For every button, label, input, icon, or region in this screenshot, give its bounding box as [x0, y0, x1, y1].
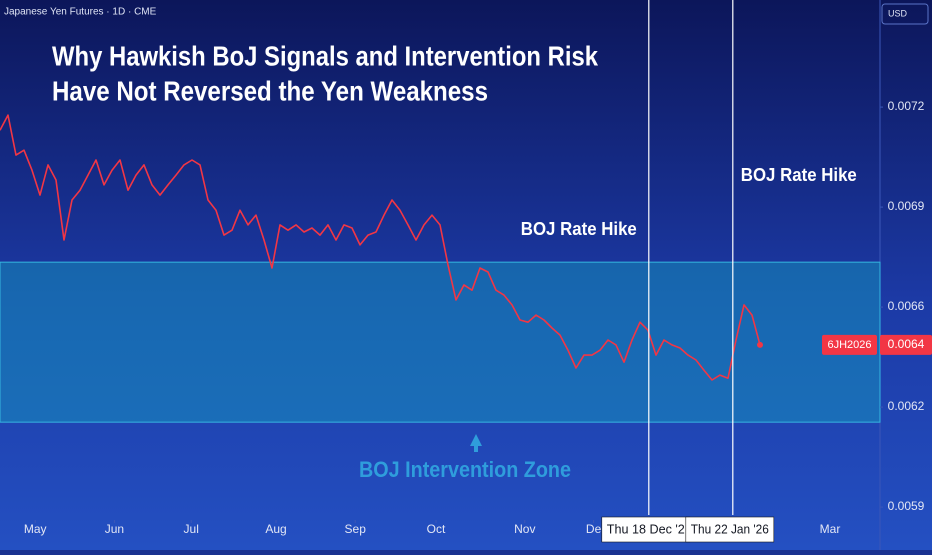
y-tick-label: 0.0069 — [888, 199, 925, 213]
zone-arrow — [470, 434, 482, 452]
x-tick-label: Oct — [427, 522, 446, 536]
zone-label: BOJ Intervention Zone — [359, 457, 571, 482]
date-tag — [601, 516, 691, 543]
y-tick-label: 0.0059 — [888, 499, 925, 513]
last-point — [757, 341, 763, 348]
x-tick-label: De — [586, 522, 602, 536]
price-line — [0, 114, 761, 381]
chart-title: Why Hawkish BoJ Signals and Intervention… — [52, 40, 598, 71]
series-tag — [822, 334, 877, 355]
currency-box — [881, 3, 929, 25]
x-tick-label: Aug — [265, 522, 286, 536]
x-tick-label: Jul — [184, 522, 199, 536]
event-annotation: BOJ Rate Hike — [521, 219, 637, 239]
x-tick-label: Jun — [105, 522, 124, 536]
intervention-zone — [0, 261, 881, 423]
event-annotation: BOJ Rate Hike — [741, 165, 857, 185]
chart-subtitle: Have Not Reversed the Yen Weakness — [52, 75, 488, 106]
y-tick-label: 0.0062 — [888, 399, 925, 413]
header: Japanese Yen Futures · 1D · CME — [4, 7, 157, 18]
date-tag-label: Thu 22 Jan '26 — [691, 521, 769, 536]
x-tick-label: Sep — [345, 522, 367, 536]
date-tag-label: Thu 18 Dec '2 — [607, 521, 685, 536]
y-tick-label: 0.0072 — [888, 99, 925, 113]
series-name: 6JH2026 — [827, 339, 871, 351]
date-tag — [685, 516, 775, 543]
y-tick-label: 0.0066 — [888, 299, 925, 313]
x-tick-label: May — [24, 522, 47, 536]
last-price: 0.0064 — [888, 337, 925, 351]
price-tag — [880, 334, 932, 355]
currency[interactable]: USD — [888, 8, 908, 18]
x-tick-label: Nov — [514, 522, 535, 536]
x-tick-label: Mar — [820, 522, 841, 536]
